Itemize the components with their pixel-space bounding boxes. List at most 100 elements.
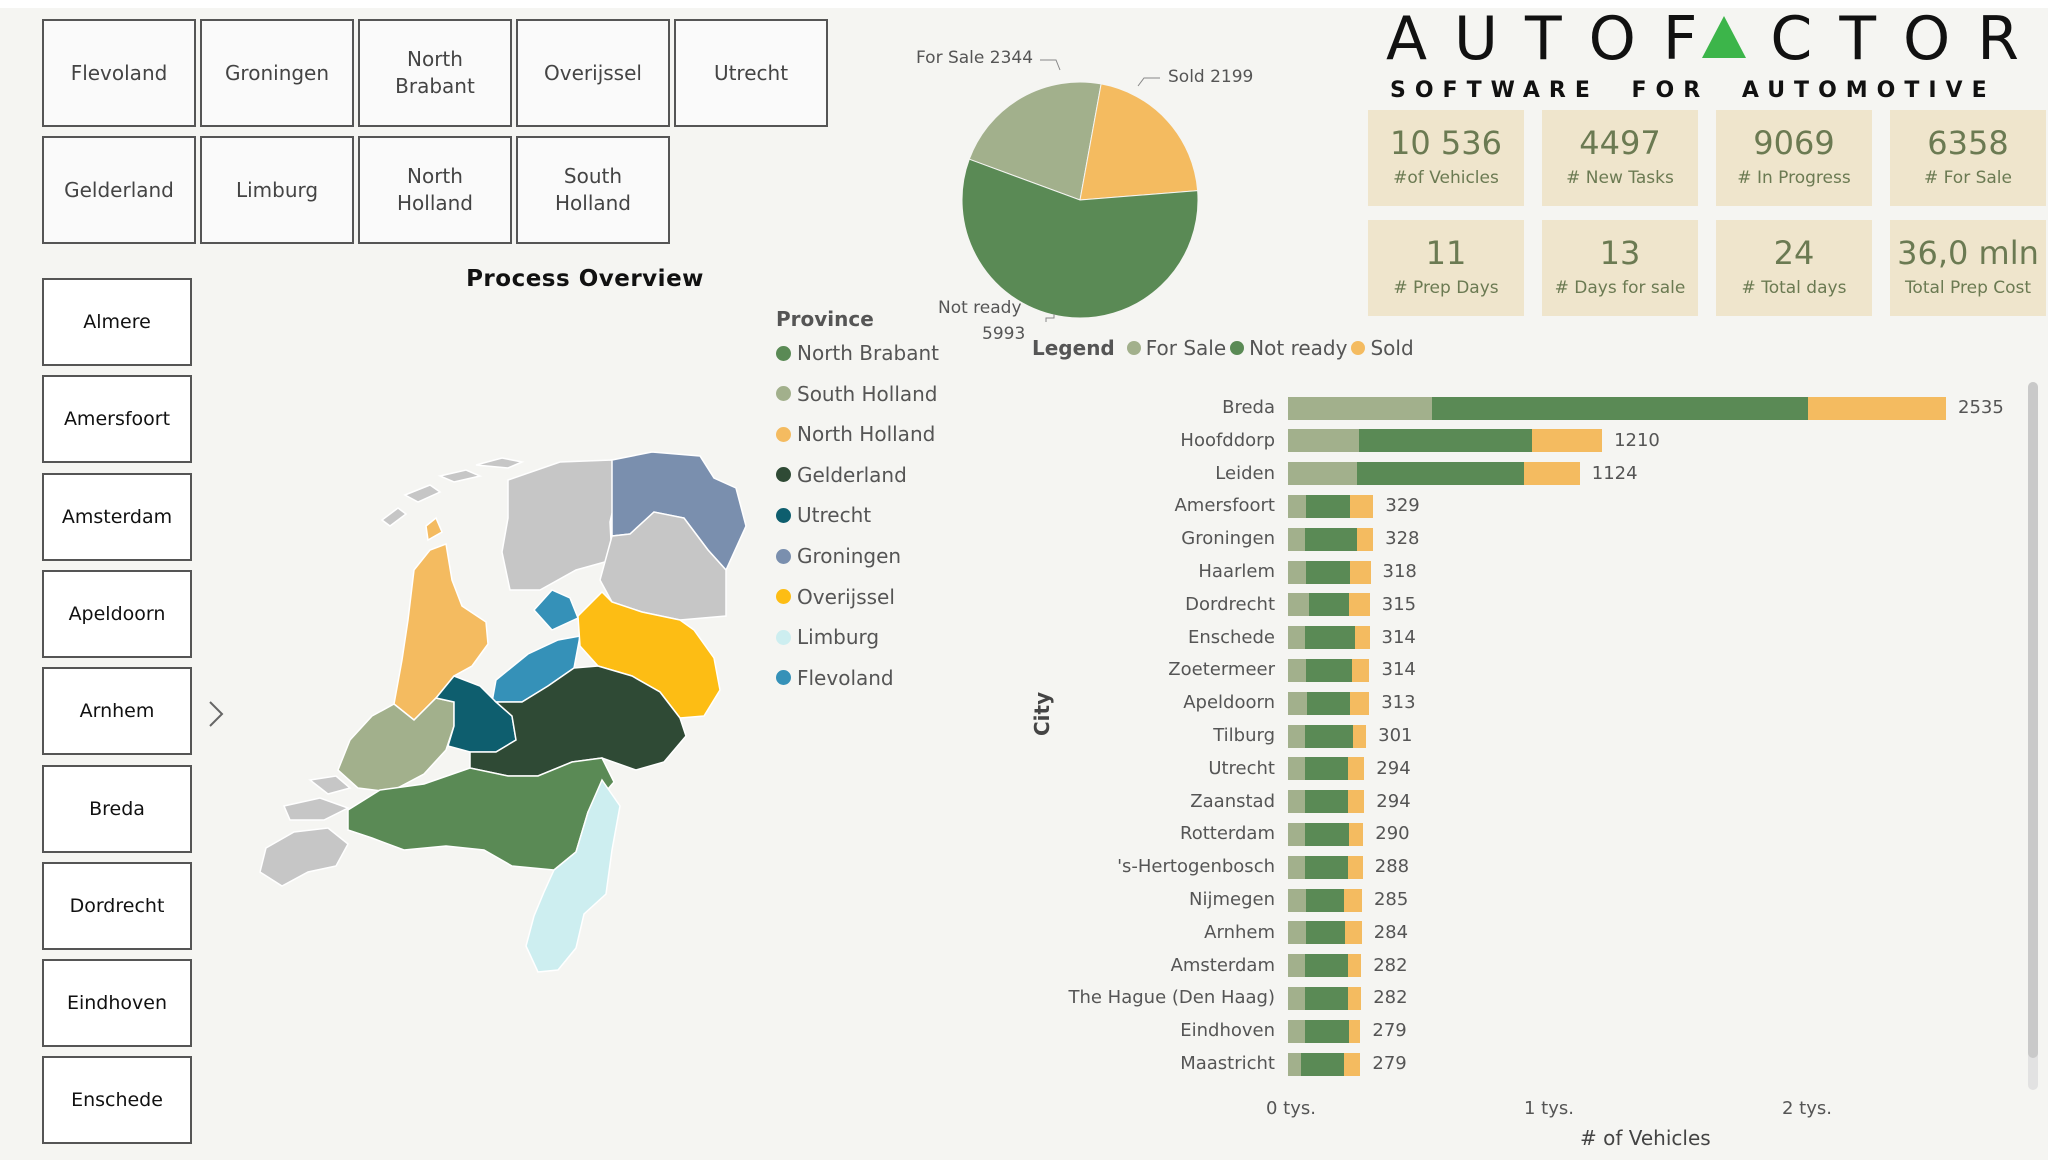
bar-segment[interactable] [1288,626,1305,650]
bar-segment[interactable] [1345,921,1362,945]
province-button[interactable]: North Holland [358,136,512,244]
bar-segment[interactable] [1351,658,1370,682]
city-button[interactable]: Breda [42,764,192,853]
province-button[interactable]: Overijssel [516,19,670,127]
city-button[interactable]: Enschede [42,1056,192,1145]
bar-segment[interactable] [1347,986,1362,1010]
pie-slice[interactable] [968,81,1102,201]
bar-segment[interactable] [1288,921,1307,945]
bar-segment[interactable] [1288,691,1308,715]
province-button[interactable]: Limburg [200,136,354,244]
bar-segment[interactable] [1350,560,1371,584]
city-button[interactable]: Amsterdam [42,472,192,561]
bar-segment[interactable] [1348,1019,1361,1043]
bar-segment[interactable] [1304,954,1348,978]
chevron-right-icon[interactable] [204,696,228,732]
bar-segment[interactable] [1308,593,1349,617]
province-legend-item[interactable]: Overijssel [776,582,895,612]
bar-segment[interactable] [1304,724,1353,748]
bar-segment[interactable] [1288,1019,1305,1043]
bar-segment[interactable] [1531,429,1603,453]
bar-segment[interactable] [1306,658,1352,682]
bar-segment[interactable] [1343,1052,1361,1076]
bar-segment[interactable] [1352,724,1367,748]
bar-segment[interactable] [1307,691,1351,715]
bar-segment[interactable] [1432,396,1809,420]
bar-segment[interactable] [1288,560,1307,584]
bar-segment[interactable] [1288,986,1305,1010]
province-legend-item[interactable]: South Holland [776,379,938,409]
bar-chart-scrollbar-thumb[interactable] [2028,382,2038,1058]
bar-segment[interactable] [1306,494,1351,518]
bar-segment[interactable] [1348,822,1364,846]
province-legend-item[interactable]: Flevoland [776,663,894,693]
pie-slice[interactable] [1079,83,1199,201]
bar-segment[interactable] [1356,462,1525,486]
pie-slice[interactable] [961,158,1199,319]
bar-segment[interactable] [1350,494,1374,518]
bar-segment[interactable] [1288,1052,1301,1076]
bar-segment[interactable] [1359,429,1532,453]
legend-item-sold[interactable]: Sold [1351,336,1414,360]
bar-segment[interactable] [1288,396,1433,420]
bar-segment[interactable] [1306,560,1351,584]
bar-segment[interactable] [1288,527,1305,551]
province-legend-item[interactable]: Groningen [776,541,901,571]
bar-segment[interactable] [1288,494,1307,518]
legend-item-for-sale[interactable]: For Sale [1126,336,1226,360]
bar-segment[interactable] [1304,626,1356,650]
bar-segment[interactable] [1808,396,1946,420]
bar-segment[interactable] [1288,822,1305,846]
bar-segment[interactable] [1288,429,1360,453]
province-button[interactable]: Gelderland [42,136,196,244]
bar-segment[interactable] [1288,462,1357,486]
city-button[interactable]: Apeldoorn [42,569,192,658]
province-button[interactable]: South Holland [516,136,670,244]
bar-segment[interactable] [1304,986,1348,1010]
province-button[interactable]: Groningen [200,19,354,127]
bar-segment[interactable] [1350,691,1370,715]
province-legend-item[interactable]: Utrecht [776,500,871,530]
city-button[interactable]: Amersfoort [42,375,192,464]
province-button[interactable]: Flevoland [42,19,196,127]
bar-segment[interactable] [1304,757,1348,781]
bar-segment[interactable] [1304,527,1357,551]
city-button[interactable]: Arnhem [42,667,192,756]
bar-segment[interactable] [1306,888,1344,912]
province-legend-item[interactable]: North Holland [776,419,935,449]
province-legend-item[interactable]: North Brabant [776,338,939,368]
bar-segment[interactable] [1355,626,1370,650]
province-button[interactable]: Utrecht [674,19,828,127]
city-button[interactable]: Almere [42,278,192,366]
bar-segment[interactable] [1347,790,1365,814]
bar-segment[interactable] [1347,757,1365,781]
bar-segment[interactable] [1347,855,1363,879]
bar-segment[interactable] [1304,855,1348,879]
bar-segment[interactable] [1288,757,1305,781]
bar-segment[interactable] [1304,1019,1349,1043]
province-legend-item[interactable]: Gelderland [776,460,907,490]
status-pie-chart[interactable] [940,60,1220,340]
province-button[interactable]: North Brabant [358,19,512,127]
bar-segment[interactable] [1288,888,1307,912]
bar-segment[interactable] [1348,593,1370,617]
bar-segment[interactable] [1524,462,1580,486]
bar-segment[interactable] [1288,954,1305,978]
bar-segment[interactable] [1304,790,1348,814]
bar-segment[interactable] [1288,658,1307,682]
bar-segment[interactable] [1304,822,1349,846]
bar-segment[interactable] [1343,888,1362,912]
city-button[interactable]: Eindhoven [42,959,192,1048]
bar-segment[interactable] [1300,1052,1344,1076]
city-button[interactable]: Dordrecht [42,861,192,950]
netherlands-map[interactable] [240,440,760,1020]
bar-segment[interactable] [1356,527,1374,551]
bar-segment[interactable] [1288,593,1309,617]
province-legend-item[interactable]: Limburg [776,622,879,652]
bar-segment[interactable] [1288,855,1305,879]
bar-segment[interactable] [1347,954,1362,978]
bar-segment[interactable] [1288,790,1305,814]
bar-segment[interactable] [1288,724,1305,748]
bar-segment[interactable] [1306,921,1346,945]
legend-item-not-ready[interactable]: Not ready [1230,336,1347,360]
